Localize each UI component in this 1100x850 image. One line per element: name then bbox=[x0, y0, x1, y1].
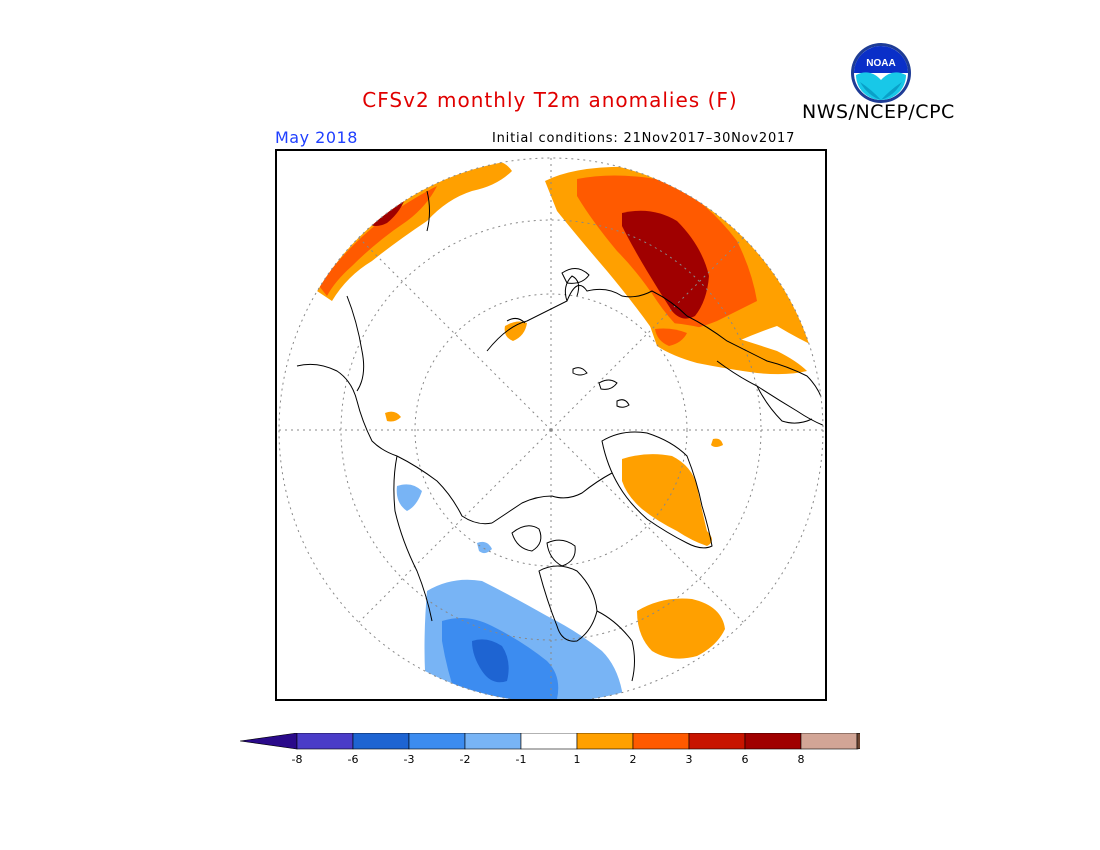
noaa-logo: NOAA bbox=[851, 43, 911, 103]
colorbar-arrow-low bbox=[240, 733, 298, 750]
colorbar-bin bbox=[800, 733, 858, 750]
colorbar-bin bbox=[632, 733, 690, 750]
colorbar-tick-label: 2 bbox=[630, 753, 637, 766]
coastlines bbox=[296, 190, 823, 682]
colorbar-tick-label: 6 bbox=[742, 753, 749, 766]
map-title: CFSv2 monthly T2m anomalies (F) bbox=[362, 88, 738, 112]
warm-anomaly-eurasia bbox=[545, 166, 823, 375]
colorbar-tick-label: 3 bbox=[686, 753, 693, 766]
warm-patch-siberia bbox=[504, 321, 527, 341]
colorbar-tick-label: 8 bbox=[798, 753, 805, 766]
colorbar-bin bbox=[408, 733, 466, 750]
cold-anomaly-north-america bbox=[396, 484, 622, 699]
initial-conditions-label: Initial conditions: 21Nov2017–30Nov2017 bbox=[492, 131, 796, 146]
colorbar-bin bbox=[688, 733, 746, 750]
colorbar-bin bbox=[576, 733, 634, 750]
colorbar-tick-label: -8 bbox=[292, 753, 303, 766]
warm-anomaly-hudson bbox=[637, 598, 725, 659]
colorbar-tick-label: -6 bbox=[348, 753, 359, 766]
colorbar-arrow-high bbox=[856, 733, 860, 750]
colorbar-tick-label: -3 bbox=[404, 753, 415, 766]
colorbar-tick-label: 1 bbox=[574, 753, 581, 766]
colorbar-bin bbox=[352, 733, 410, 750]
warm-patch-europe bbox=[711, 438, 723, 447]
colorbar-bin bbox=[520, 733, 578, 750]
warm-patch-alaska bbox=[385, 411, 401, 422]
map-frame bbox=[275, 149, 827, 701]
colorbar: -8 -6 -3 -2 -1 1 2 3 6 8 bbox=[240, 733, 860, 766]
colorbar-bin bbox=[464, 733, 522, 750]
colorbar-bin bbox=[744, 733, 802, 750]
outer-latitude-circle bbox=[278, 157, 824, 699]
colorbar-tick-label: -1 bbox=[516, 753, 527, 766]
polar-map bbox=[278, 157, 824, 699]
valid-month-label: May 2018 bbox=[275, 128, 358, 147]
noaa-logo-text: NOAA bbox=[866, 58, 895, 69]
agency-label: NWS/NCEP/CPC bbox=[802, 101, 955, 123]
colorbar-bin bbox=[296, 733, 354, 750]
colorbar-tick-label: -2 bbox=[460, 753, 471, 766]
